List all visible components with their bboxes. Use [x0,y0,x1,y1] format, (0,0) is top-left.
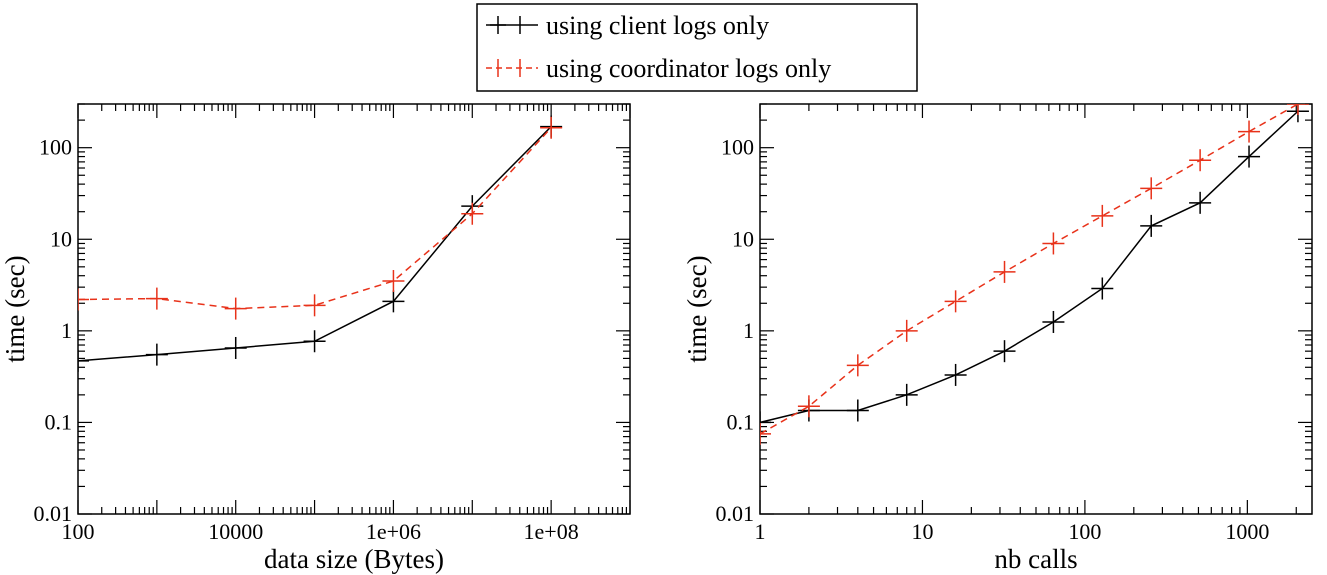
legend-box [476,3,918,92]
x-tick-label: 1e+06 [366,519,421,544]
chart-panels: 100 10000 1e+06 1e+08 0.01 0.1 1 10 100 data size… [0,103,1313,574]
data-point-client [303,330,326,353]
data-point-client [993,340,1016,363]
data-point-coordinator [224,297,247,320]
data-point-coordinator [1140,177,1163,200]
series-client [760,104,1309,434]
data-point-client [224,336,247,359]
x-tick-label: 10000 [208,519,263,544]
data-point-coordinator [145,287,168,310]
y-tick-label: 1 [61,318,72,343]
legend-entry-client: using client logs only [486,11,769,40]
data-point-coordinator [895,319,918,342]
legend-entry-coordinator: using coordinator logs only [486,54,831,83]
data-point-coordinator [303,294,326,317]
data-point-coordinator [944,290,967,313]
legend-label-client: using client logs only [546,11,769,40]
data-point-coordinator [382,270,405,293]
data-point-client [1140,214,1163,237]
data-point-coordinator [78,288,89,311]
data-point-client [846,399,869,422]
data-point-client [145,343,168,366]
data-point-client [1189,191,1212,214]
x-axis-label: data size (Bytes) [264,544,444,574]
data-point-client [78,349,89,372]
y-tick-label: 0.1 [45,409,73,434]
y-tick-label: 0.01 [716,501,755,526]
chart-panel-left: 100 10000 1e+06 1e+08 0.01 0.1 1 10 100 data size… [0,103,631,574]
data-point-coordinator [1042,232,1065,255]
legend-marker-coordinator [497,59,521,77]
series-line-coordinator [760,104,1299,435]
plot-frame [759,103,1313,515]
plot-frame [77,103,631,515]
data-point-client [1091,277,1114,300]
series-line-client [760,110,1299,424]
data-point-coordinator [993,260,1016,283]
series-client [78,115,563,372]
x-tick-label: 100 [1068,519,1101,544]
data-point-client [1042,310,1065,333]
y-tick-label: 0.01 [34,501,73,526]
series-coordinator [760,104,1309,445]
x-tick-label: 1e+08 [524,519,579,544]
y-tick-label: 100 [721,135,754,160]
data-point-coordinator [1286,104,1309,115]
data-point-client [382,290,405,313]
series-line-client [78,126,552,362]
data-point-coordinator [1189,149,1212,172]
data-point-coordinator [1091,204,1114,227]
y-axis-label: time (sec) [682,255,712,362]
y-tick-label: 1 [743,318,754,343]
x-tick-label: 1000 [1225,519,1269,544]
x-tick-label: 1 [755,519,766,544]
y-tick-label: 0.1 [727,409,755,434]
data-point-coordinator [760,422,771,445]
x-tick-label: 10 [911,519,933,544]
data-point-coordinator [461,202,484,225]
y-axis-label: time (sec) [0,255,30,362]
data-point-coordinator [540,116,563,139]
data-point-client [760,411,771,434]
legend-label-coordinator: using coordinator logs only [546,54,831,83]
data-point-coordinator [1238,120,1261,143]
data-point-client [1238,145,1261,168]
y-tick-label: 10 [732,226,754,251]
data-point-client [895,383,918,406]
series-coordinator [78,116,563,320]
x-axis-label: nb calls [994,544,1077,574]
data-point-coordinator [846,354,869,377]
x-tick-label: 100 [62,519,95,544]
series-line-coordinator [78,127,552,310]
data-point-client [944,363,967,386]
legend-marker-client [490,16,521,34]
y-tick-label: 10 [50,226,72,251]
legend: using client logs only using coordinator… [476,3,918,92]
y-tick-label: 100 [39,135,72,160]
data-point-coordinator [797,395,820,418]
